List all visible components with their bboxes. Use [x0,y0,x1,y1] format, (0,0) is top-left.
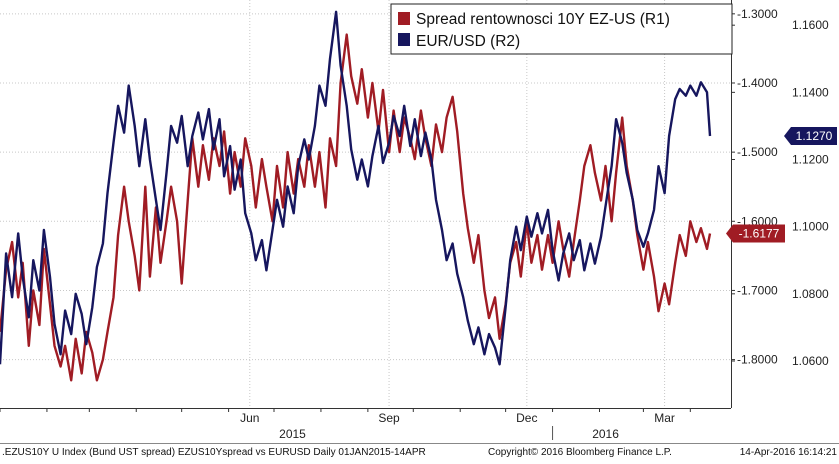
year-label: 2015 [279,427,306,441]
last-value-label-eurusd: 1.1270 [796,129,833,143]
x-tick-label: Mar [654,411,675,425]
legend-label-spread: Spread rentownosci 10Y EZ-US (R1) [416,11,670,28]
left-axis-tick-label: -1.3000 [737,7,778,21]
x-tick-label: Dec [516,411,537,425]
left-axis-tick-label: -1.8000 [737,353,778,367]
series-line-spread [0,33,712,382]
left-axis-tick-label: -1.7000 [737,283,778,297]
year-label: 2016 [592,427,619,441]
right-axis-tick-label: 1.0600 [792,354,829,368]
footer: .EZUS10Y U Index (Bund UST spread) EZUS1… [0,443,839,458]
legend: Spread rentownosci 10Y EZ-US (R1) EUR/US… [390,3,733,55]
footer-source-text: .EZUS10Y U Index (Bund UST spread) EZUS1… [2,447,426,458]
footer-copyright: Copyright© 2016 Bloomberg Finance L.P. [488,447,672,458]
x-tick-label: Jun [240,411,259,425]
series-layer [0,10,712,382]
axis-layer: -1.3000-1.4000-1.5000-1.6000-1.7000-1.80… [0,0,837,441]
x-tick-label: Sep [378,411,400,425]
right-axis-tick-label: 1.0800 [792,287,829,301]
legend-swatch-spread [398,12,410,25]
last-value-badge-spread [726,224,785,243]
right-axis-tick-label: 1.1000 [792,220,829,234]
last-value-label-spread: -1.6177 [739,227,780,241]
grid-layer [0,0,731,408]
left-axis-tick-label: -1.4000 [737,76,778,90]
left-axis-tick-label: -1.5000 [737,145,778,159]
legend-box [390,3,733,55]
legend-label-eurusd: EUR/USD (R2) [416,33,520,50]
right-axis-tick-label: 1.1600 [792,18,829,32]
last-value-badge-eurusd [784,127,837,145]
right-axis-tick-label: 1.1400 [792,85,829,99]
legend-swatch-eurusd [398,33,410,46]
right-axis-tick-label: 1.1200 [792,153,829,167]
series-line-eurusd [0,10,712,366]
footer-timestamp: 14-Apr-2016 16:14:21 [740,447,838,458]
